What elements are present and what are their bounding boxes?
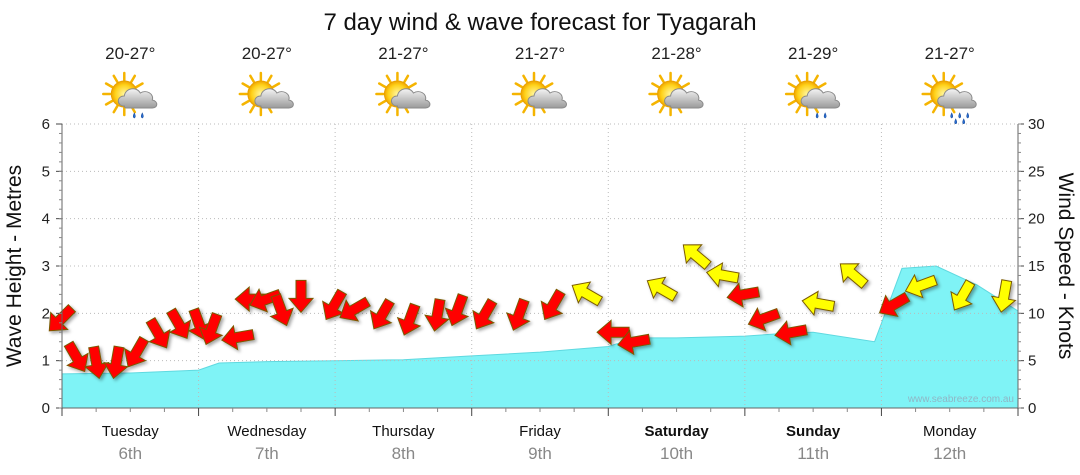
wind-arrow bbox=[726, 282, 761, 308]
day-name-label: Tuesday bbox=[102, 423, 159, 440]
gridlines bbox=[62, 123, 1018, 408]
wind-arrow bbox=[571, 281, 604, 307]
day-name-label: Sunday bbox=[786, 423, 841, 440]
wind-arrow bbox=[166, 307, 192, 340]
day-date-label: 8th bbox=[392, 444, 416, 463]
wind-arrow bbox=[506, 297, 531, 331]
temp-range-label: 21-29° bbox=[788, 44, 838, 63]
temp-range-label: 21-27° bbox=[925, 44, 975, 63]
wind-arrow bbox=[269, 293, 294, 327]
temp-range-label: 20-27° bbox=[105, 44, 155, 63]
wind-arrow bbox=[472, 297, 498, 330]
x-axis: Tuesday 6th Wednesday 7th Thursday 8th Friday 9… bbox=[61, 408, 1019, 463]
wind-arrow bbox=[322, 288, 348, 321]
wind-arrow bbox=[747, 306, 781, 332]
wind-arrow bbox=[83, 345, 110, 380]
sun-cloud-showers-icon bbox=[102, 71, 158, 119]
sun-cloud-icon bbox=[648, 71, 704, 117]
temp-range-label: 20-27° bbox=[242, 44, 292, 63]
day-date-label: 6th bbox=[118, 444, 142, 463]
sun-cloud-rain-icon bbox=[921, 71, 977, 125]
left-tick-label: 2 bbox=[42, 305, 50, 322]
wind-arrow bbox=[63, 340, 89, 373]
wind-arrow bbox=[103, 345, 129, 380]
left-axis: 0 1 2 3 4 5 6 bbox=[42, 116, 62, 417]
right-tick-label: 20 bbox=[1028, 211, 1045, 228]
wind-arrow bbox=[705, 262, 740, 288]
wind-arrow bbox=[596, 319, 630, 346]
right-tick-label: 5 bbox=[1028, 353, 1036, 370]
left-tick-label: 4 bbox=[42, 211, 50, 228]
wind-arrow bbox=[124, 335, 150, 368]
sun-cloud-icon bbox=[511, 71, 567, 117]
wind-arrow bbox=[249, 287, 283, 313]
wind-arrow bbox=[839, 263, 869, 290]
wind-arrow bbox=[990, 279, 1017, 313]
day-date-label: 9th bbox=[528, 444, 552, 463]
temp-range-label: 21-28° bbox=[651, 44, 701, 63]
wind-arrow bbox=[424, 298, 450, 332]
wind-arrow bbox=[369, 297, 395, 330]
temp-range-label: 21-27° bbox=[378, 44, 428, 63]
wind-arrow bbox=[682, 244, 712, 271]
wind-arrow bbox=[339, 296, 371, 322]
chart-title: 7 day wind & wave forecast for Tyagarah bbox=[323, 9, 756, 36]
right-tick-label: 10 bbox=[1028, 305, 1045, 322]
wind-arrow bbox=[617, 329, 651, 356]
wind-arrow bbox=[904, 273, 938, 299]
day-date-label: 7th bbox=[255, 444, 279, 463]
wind-arrow bbox=[221, 324, 255, 351]
wind-arrows bbox=[48, 244, 1017, 380]
wind-arrow bbox=[540, 288, 566, 321]
left-tick-label: 6 bbox=[42, 116, 50, 133]
sun-cloud-icon bbox=[238, 71, 294, 117]
y-axis-label-right: Wind Speed - Knots bbox=[1054, 173, 1077, 360]
left-tick-label: 5 bbox=[42, 163, 50, 180]
left-tick-label: 0 bbox=[42, 400, 50, 417]
weather-row: 20-27° 20-27° 21-27° 21-27° 21-28° 21-29° 21-2… bbox=[102, 44, 977, 125]
temp-range-label: 21-27° bbox=[515, 44, 565, 63]
day-date-label: 11th bbox=[797, 444, 829, 463]
wind-arrow bbox=[878, 291, 911, 317]
right-tick-label: 30 bbox=[1028, 116, 1045, 133]
day-date-label: 10th bbox=[660, 444, 693, 463]
wind-arrow bbox=[198, 311, 224, 346]
day-date-label: 12th bbox=[933, 444, 966, 463]
wind-arrow bbox=[145, 316, 171, 349]
y-axis-label-left: Wave Height - Metres bbox=[3, 165, 26, 367]
wind-arrow bbox=[444, 293, 470, 327]
right-tick-label: 25 bbox=[1028, 163, 1045, 180]
wind-arrow bbox=[801, 290, 836, 317]
day-name-label: Saturday bbox=[644, 423, 709, 440]
day-name-label: Friday bbox=[519, 423, 561, 440]
sun-cloud-icon bbox=[375, 71, 431, 117]
wind-arrow bbox=[287, 279, 315, 314]
day-name-label: Wednesday bbox=[227, 423, 306, 440]
right-tick-label: 0 bbox=[1028, 400, 1036, 417]
wind-arrow bbox=[646, 276, 679, 302]
day-name-label: Thursday bbox=[372, 423, 435, 440]
wind-arrow bbox=[234, 286, 268, 313]
wind-arrow bbox=[396, 302, 422, 336]
left-tick-label: 3 bbox=[42, 258, 50, 275]
right-axis: 0 5 10 15 20 25 30 bbox=[1018, 116, 1045, 417]
wind-arrow bbox=[774, 320, 808, 346]
left-tick-label: 1 bbox=[42, 353, 50, 370]
right-tick-label: 15 bbox=[1028, 258, 1045, 275]
sun-cloud-showers-icon bbox=[784, 71, 841, 119]
watermark: www.seabreeze.com.au bbox=[907, 394, 1014, 405]
wind-arrow bbox=[950, 279, 976, 311]
day-name-label: Monday bbox=[923, 423, 977, 440]
